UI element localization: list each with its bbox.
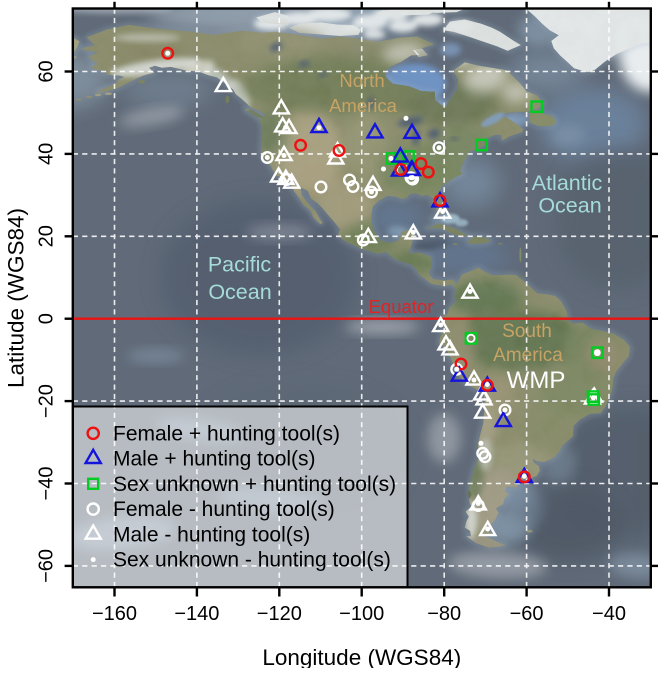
svg-text:20: 20 [36,225,58,247]
svg-text:Ocean: Ocean [208,280,271,304]
svg-text:America: America [493,345,563,366]
svg-text:Ocean: Ocean [538,194,601,218]
svg-text:−140: −140 [174,603,219,625]
svg-text:Sex unknown + hunting tool(s): Sex unknown + hunting tool(s) [113,473,396,496]
svg-text:Female - hunting tool(s): Female - hunting tool(s) [113,498,335,521]
svg-text:−80: −80 [427,603,461,625]
svg-text:40: 40 [36,143,58,165]
svg-text:Atlantic: Atlantic [532,171,603,195]
svg-text:Male + hunting tool(s): Male + hunting tool(s) [113,448,316,471]
svg-text:WMP: WMP [507,367,566,394]
svg-text:−60: −60 [36,549,58,583]
svg-text:−20: −20 [36,384,58,418]
svg-text:America: America [329,95,398,116]
svg-text:North: North [339,70,384,91]
svg-text:Female + hunting tool(s): Female + hunting tool(s) [113,422,340,445]
svg-text:Male - hunting tool(s): Male - hunting tool(s) [113,523,310,546]
svg-text:−160: −160 [92,603,137,625]
svg-text:−40: −40 [36,467,58,501]
svg-text:Sex unknown - hunting tool(s): Sex unknown - hunting tool(s) [113,549,391,572]
svg-text:−40: −40 [592,603,626,625]
svg-text:Equator: Equator [369,296,434,317]
svg-text:−120: −120 [257,603,302,625]
svg-text:−60: −60 [510,603,544,625]
svg-text:0: 0 [36,313,58,324]
svg-text:60: 60 [36,60,58,82]
svg-text:Longitude (WGS84): Longitude (WGS84) [262,645,461,668]
svg-text:−100: −100 [339,603,384,625]
svg-text:Pacific: Pacific [208,253,272,277]
svg-text:South: South [502,321,552,342]
svg-text:Latitude (WGS84): Latitude (WGS84) [4,208,29,388]
